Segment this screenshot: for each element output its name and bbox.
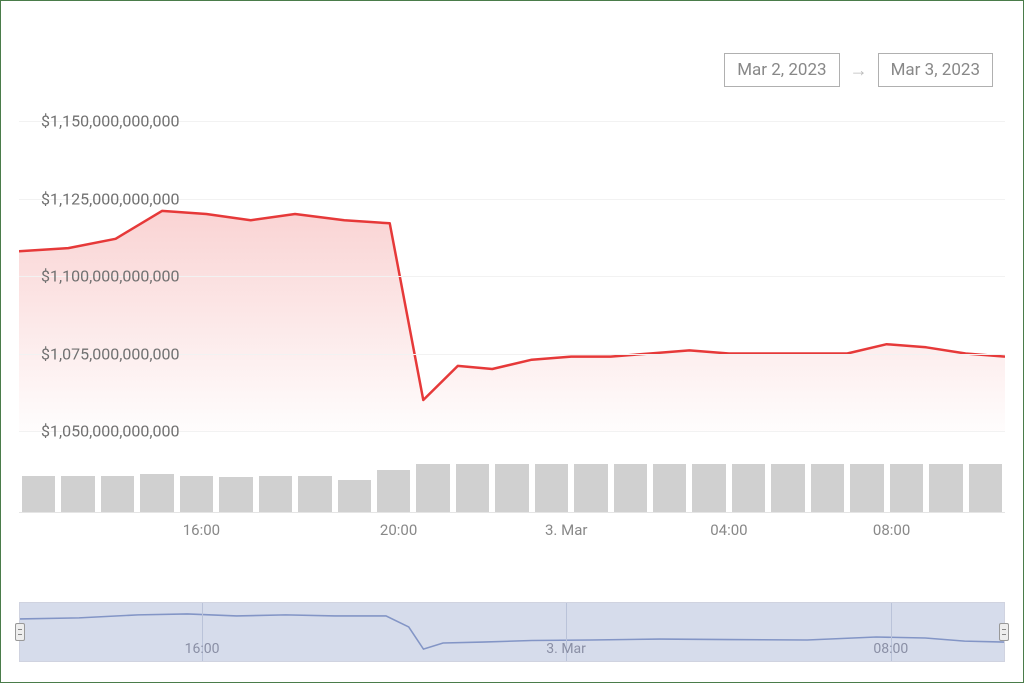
- volume-bar: [929, 464, 962, 512]
- y-tick-label: $1,100,000,000,000: [41, 267, 179, 286]
- volume-bar: [811, 464, 844, 512]
- volume-bar: [101, 476, 134, 512]
- volume-bar: [416, 464, 449, 512]
- chart-widget: Mar 2, 2023 → Mar 3, 2023 $1,150,000,000…: [0, 0, 1024, 683]
- navigator-handle-left[interactable]: [15, 623, 25, 641]
- volume-bar: [771, 464, 804, 512]
- x-tick-label: 08:00: [873, 521, 910, 539]
- volume-bar: [732, 464, 765, 512]
- x-tick-label: 04:00: [710, 521, 747, 539]
- y-tick-label: $1,125,000,000,000: [41, 189, 179, 208]
- date-from-input[interactable]: Mar 2, 2023: [724, 53, 839, 87]
- volume-bar: [535, 464, 568, 512]
- navigator-mask-left: [20, 603, 1004, 661]
- volume-bar: [259, 476, 292, 512]
- volume-bar: [653, 464, 686, 512]
- volume-bar: [850, 464, 883, 512]
- volume-bar: [338, 480, 371, 512]
- volume-bar: [574, 464, 607, 512]
- x-tick-label: 3. Mar: [545, 521, 587, 539]
- x-tick-label: 20:00: [380, 521, 417, 539]
- navigator-handle-right[interactable]: [999, 623, 1009, 641]
- y-tick-label: $1,050,000,000,000: [41, 422, 179, 441]
- volume-bar: [61, 476, 94, 512]
- arrow-right-icon: →: [850, 60, 868, 81]
- y-tick-label: $1,150,000,000,000: [41, 112, 179, 131]
- navigator-tick-label: 16:00: [185, 641, 220, 657]
- navigator-tick-label: 08:00: [873, 641, 908, 657]
- date-to-input[interactable]: Mar 3, 2023: [878, 53, 993, 87]
- x-axis-labels: 16:00 20:00 3. Mar 04:00 08:00: [19, 521, 1005, 545]
- volume-bar: [495, 464, 528, 512]
- y-tick-label: $1,075,000,000,000: [41, 344, 179, 363]
- volume-bar: [692, 464, 725, 512]
- volume-bar: [969, 464, 1002, 512]
- volume-bar: [890, 464, 923, 512]
- volume-bar: [180, 476, 213, 512]
- volume-bar: [456, 464, 489, 512]
- date-range-picker: Mar 2, 2023 → Mar 3, 2023: [724, 53, 993, 87]
- volume-bar: [22, 476, 55, 512]
- navigator-tick-label: 3. Mar: [546, 641, 586, 657]
- volume-bar: [377, 470, 410, 512]
- volume-bars: [19, 451, 1005, 513]
- range-navigator[interactable]: 16:00 3. Mar 08:00: [19, 602, 1005, 662]
- volume-bar: [140, 474, 173, 512]
- x-tick-label: 16:00: [183, 521, 220, 539]
- volume-bar: [298, 476, 331, 512]
- volume-bar: [219, 477, 252, 512]
- volume-bar: [614, 464, 647, 512]
